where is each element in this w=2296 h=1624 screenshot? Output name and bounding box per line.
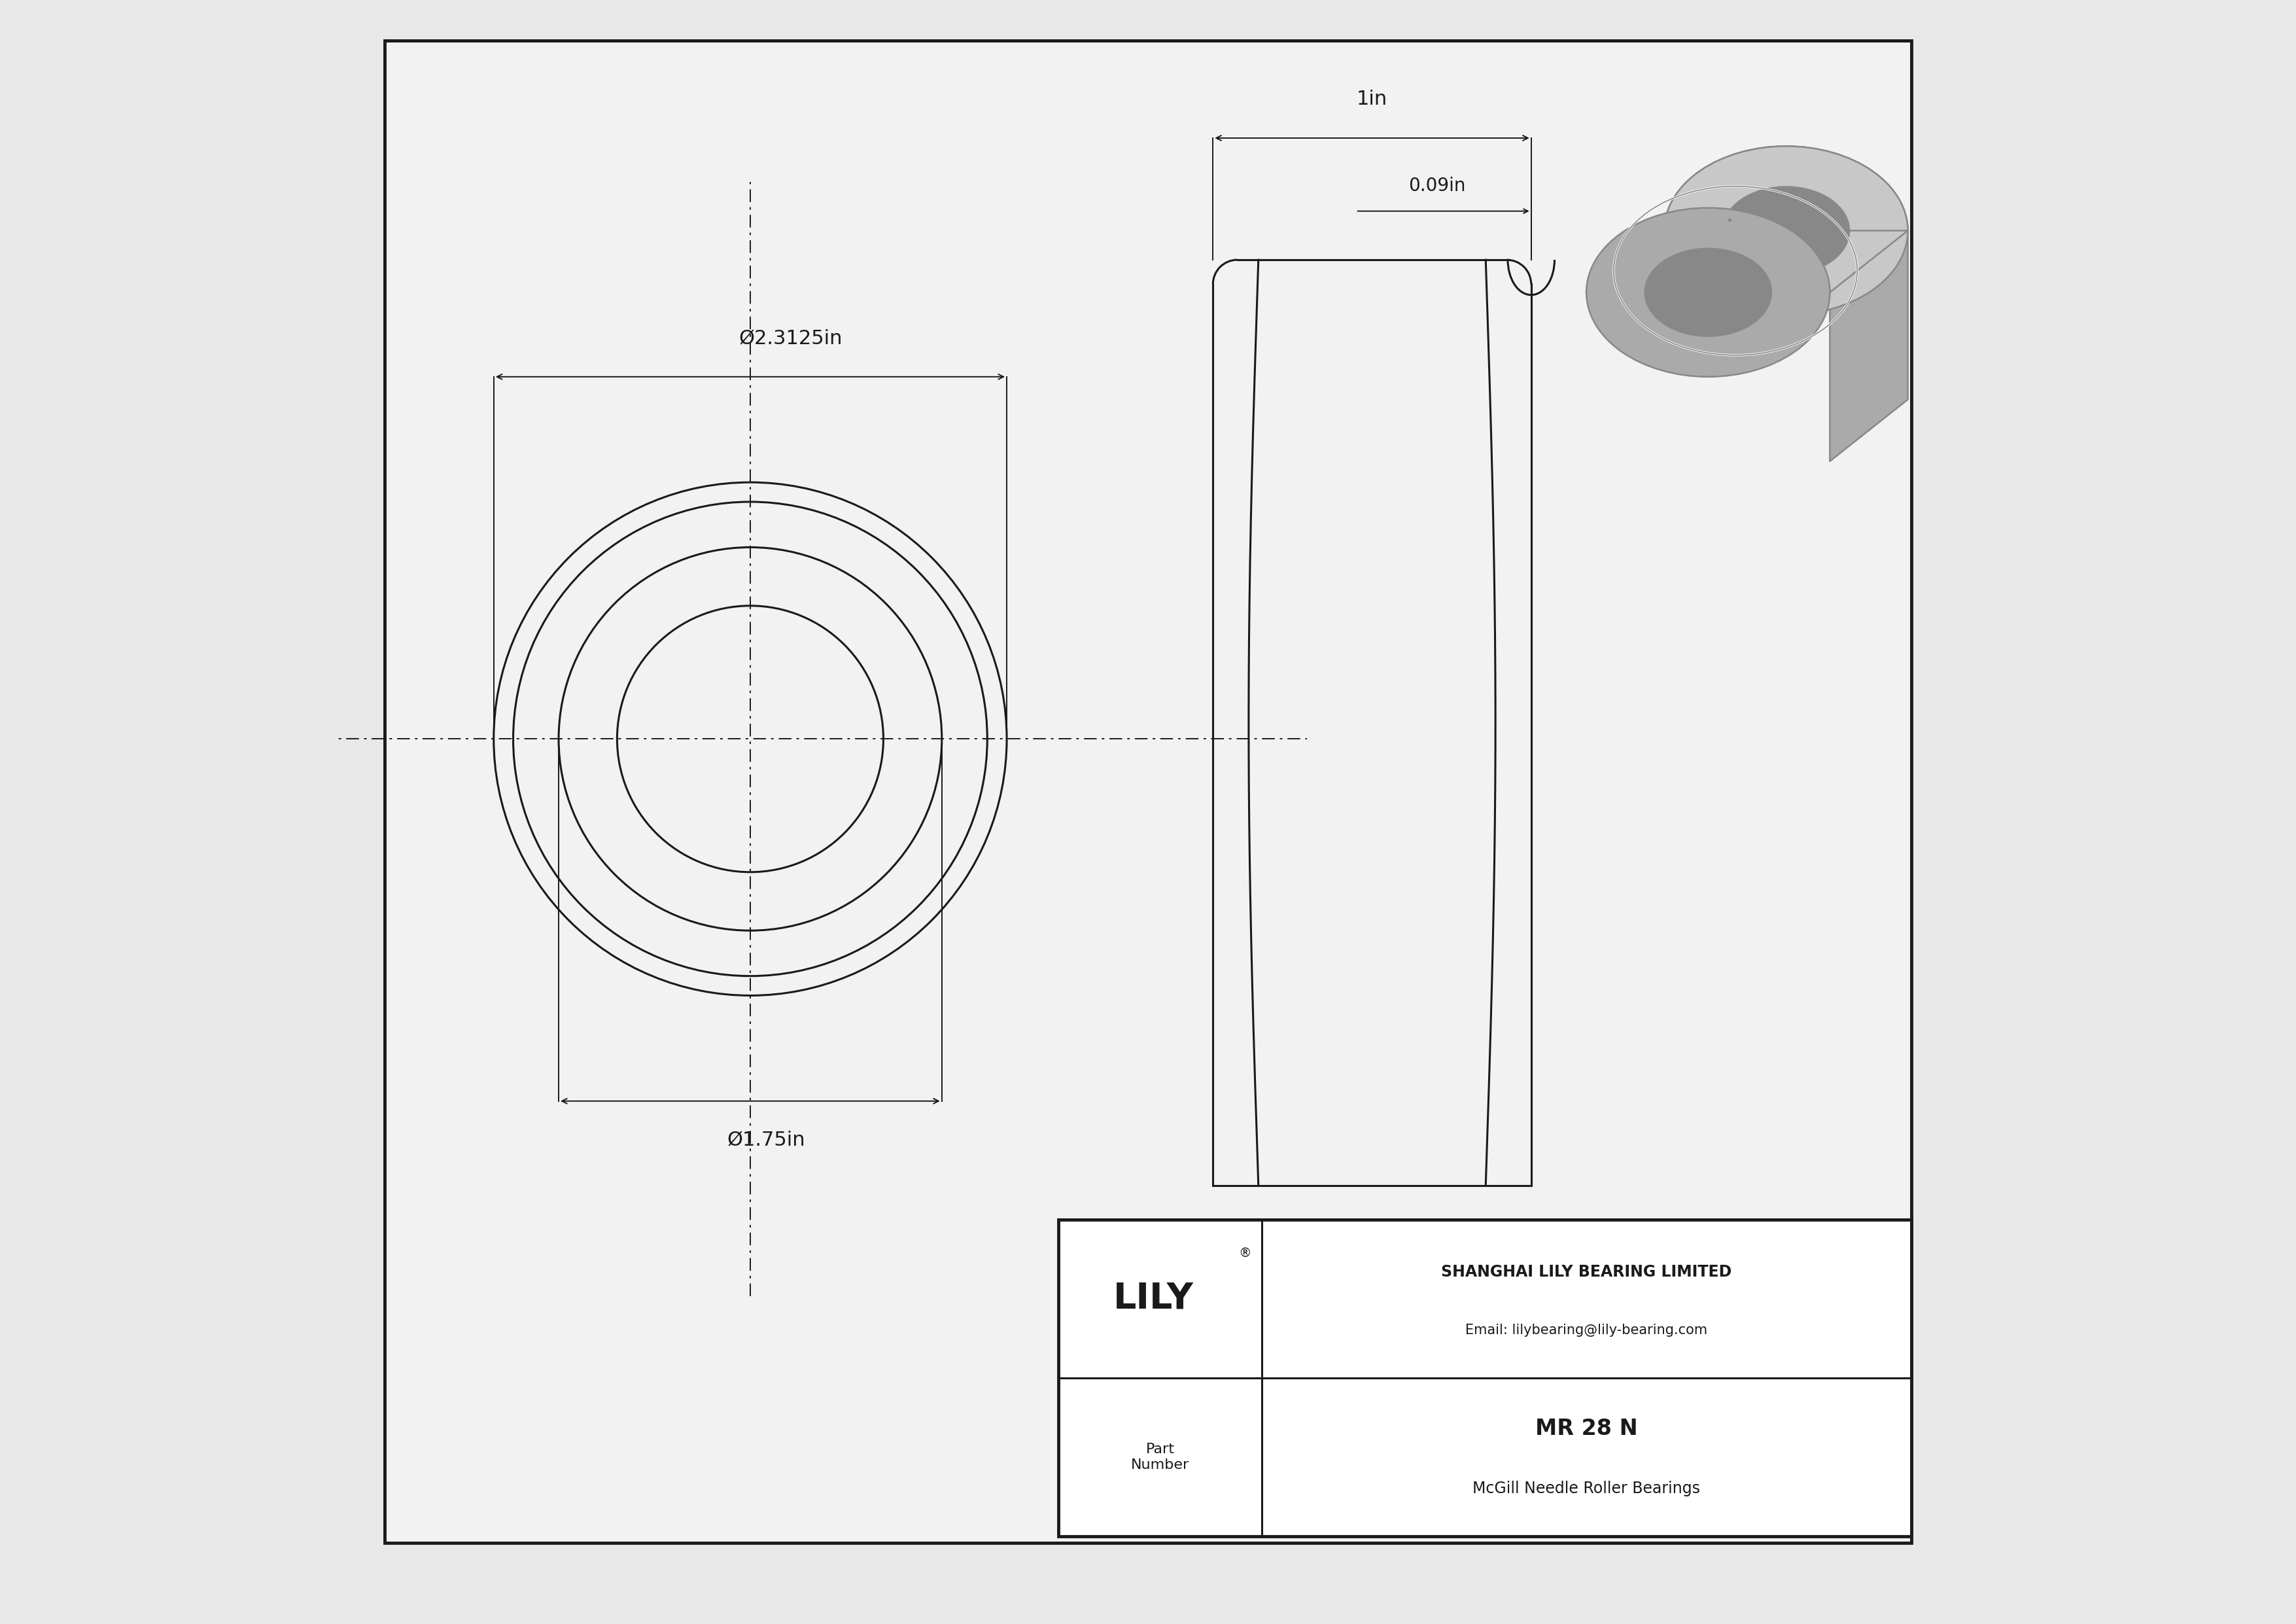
Ellipse shape bbox=[1644, 248, 1773, 336]
Text: Ø1.75in: Ø1.75in bbox=[728, 1130, 806, 1150]
Ellipse shape bbox=[1722, 187, 1848, 274]
Text: MR 28 N: MR 28 N bbox=[1536, 1418, 1637, 1439]
Text: Email: lilybearing@lily-bearing.com: Email: lilybearing@lily-bearing.com bbox=[1465, 1324, 1708, 1337]
Ellipse shape bbox=[1587, 208, 1830, 377]
Text: 0.09in: 0.09in bbox=[1407, 177, 1465, 195]
Text: ®: ® bbox=[1238, 1247, 1251, 1260]
Text: LILY: LILY bbox=[1114, 1281, 1194, 1317]
Text: McGill Needle Roller Bearings: McGill Needle Roller Bearings bbox=[1472, 1481, 1699, 1497]
Bar bbox=[1058, 1220, 1910, 1536]
Polygon shape bbox=[1587, 231, 1908, 292]
Polygon shape bbox=[1830, 231, 1908, 461]
Ellipse shape bbox=[1665, 146, 1908, 315]
Text: Ø2.3125in: Ø2.3125in bbox=[739, 328, 843, 348]
Text: 1in: 1in bbox=[1357, 89, 1387, 109]
Text: Part
Number: Part Number bbox=[1132, 1444, 1189, 1471]
Text: SHANGHAI LILY BEARING LIMITED: SHANGHAI LILY BEARING LIMITED bbox=[1442, 1263, 1731, 1280]
